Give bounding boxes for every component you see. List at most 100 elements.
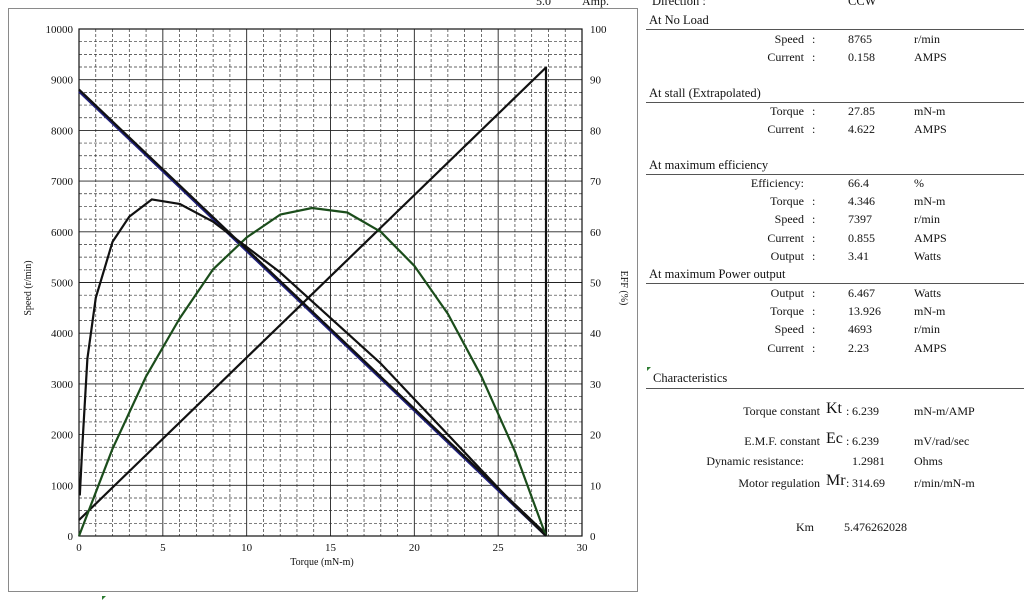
spec-colon: : xyxy=(812,230,816,245)
spec-value: 8765 xyxy=(848,32,872,46)
characteristic-label: Torque constant xyxy=(743,404,820,418)
y-right-tick-label: 20 xyxy=(590,430,602,442)
max-efficiency-title: At maximum efficiency xyxy=(649,158,769,172)
direction-label: Direction : xyxy=(652,0,706,8)
spec-value: 3.41 xyxy=(848,248,869,263)
characteristics-title: Characteristics xyxy=(653,371,728,385)
spec-row: Current: 4.622 AMPS xyxy=(646,122,1024,138)
spec-unit: AMPS xyxy=(914,122,947,136)
spec-label: Torque xyxy=(770,104,804,118)
km-value: 5.476262028 xyxy=(844,520,907,534)
series-line-4 xyxy=(78,198,547,537)
spec-value: 4.346 xyxy=(848,194,875,209)
characteristic-value: 6.239 xyxy=(852,404,879,418)
spec-value: 0.158 xyxy=(848,50,875,64)
spec-row: Output: 3.41 Watts xyxy=(646,249,1024,265)
x-axis-title: Torque (mN-m) xyxy=(290,557,353,568)
current-scale-unit: Amp. xyxy=(582,0,609,8)
spec-unit: AMPS xyxy=(914,230,947,245)
spec-unit: AMPS xyxy=(914,50,947,64)
plot-border xyxy=(78,28,583,537)
series-line-0 xyxy=(78,90,547,537)
divider xyxy=(646,174,1024,175)
characteristic-symbol: Mr xyxy=(826,472,846,489)
current-scale-value: 5.0 xyxy=(536,0,551,8)
spec-unit: r/min xyxy=(914,32,940,46)
y-left-tick-label: 10000 xyxy=(46,24,74,36)
spec-value: 0.855 xyxy=(848,230,875,245)
y-left-tick-label: 9000 xyxy=(51,75,74,87)
spec-value: 66.4 xyxy=(848,176,869,190)
divider xyxy=(646,283,1024,284)
spec-label: Speed xyxy=(774,32,804,46)
characteristic-label: Dynamic resistance: xyxy=(706,454,804,468)
spec-unit: Watts xyxy=(914,248,942,263)
no-load-title: At No Load xyxy=(649,13,709,27)
y-right-tick-label: 60 xyxy=(590,227,602,239)
spec-value: 7397 xyxy=(848,212,872,227)
spec-label: Speed xyxy=(774,322,804,337)
spec-row: Current: 0.855 AMPS xyxy=(646,231,1024,247)
spec-value: 2.23 xyxy=(848,340,869,355)
spec-colon: : xyxy=(812,194,816,209)
spec-unit: r/min xyxy=(914,212,940,227)
spec-colon: : xyxy=(812,32,816,46)
cell-marker xyxy=(102,596,106,600)
spec-label: Torque xyxy=(770,304,804,319)
y-right-tick-label: 50 xyxy=(590,278,602,290)
spec-label: Speed xyxy=(774,212,804,227)
x-tick-label: 25 xyxy=(493,542,505,554)
divider xyxy=(646,102,1024,103)
spec-panel: Direction : CCW At No Load Speed: 8765 r/m… xyxy=(646,0,1024,608)
y-left-tick-label: 4000 xyxy=(51,328,74,340)
characteristic-unit: mN-m/AMP xyxy=(914,404,975,418)
characteristic-value: 314.69 xyxy=(852,476,885,490)
spec-colon: : xyxy=(812,304,816,319)
y-left-tick-label: 6000 xyxy=(51,227,74,239)
characteristic-colon: : xyxy=(846,404,850,418)
spec-label: Torque xyxy=(770,194,804,209)
spec-label: Efficiency: xyxy=(750,176,804,190)
y-right-tick-label: 10 xyxy=(590,480,602,492)
spec-row: Speed: 8765 r/min xyxy=(646,32,1024,48)
spec-row: Output: 6.467 Watts xyxy=(646,286,1024,302)
direction-value: CCW xyxy=(848,0,877,8)
spec-value: 27.85 xyxy=(848,104,875,118)
spec-unit: mN-m xyxy=(914,104,946,118)
spec-unit: mN-m xyxy=(914,304,946,319)
x-tick-label: 20 xyxy=(409,542,421,554)
stall-title: At stall (Extrapolated) xyxy=(649,86,761,100)
x-tick-label: 30 xyxy=(577,542,589,554)
y-left-tick-label: 8000 xyxy=(51,125,74,137)
spec-row: Current: 2.23 AMPS xyxy=(646,341,1024,357)
tick-labels: 0 5 10 15 20 25 300100020003000400050006000700… xyxy=(46,24,608,554)
y-right-tick-label: 100 xyxy=(590,24,607,36)
x-tick-label: 0 xyxy=(76,542,82,554)
y-left-tick-label: 5000 xyxy=(51,278,74,290)
spec-unit: Watts xyxy=(914,286,942,300)
spec-label: Output xyxy=(770,248,804,263)
spec-row: Current: 0.158 AMPS xyxy=(646,50,1024,66)
characteristic-unit: mV/rad/sec xyxy=(914,434,970,448)
y-left-axis-title: Speed (r/min) xyxy=(23,260,34,315)
y-left-tick-label: 2000 xyxy=(51,430,74,442)
max-power-title: At maximum Power output xyxy=(649,267,786,281)
spec-value: 6.467 xyxy=(848,286,875,300)
spec-value: 4693 xyxy=(848,322,872,337)
km-label: Km xyxy=(796,520,814,534)
characteristic-colon: : xyxy=(846,434,850,448)
spec-value: 4.622 xyxy=(848,122,875,136)
chart-frame: 0 5 10 15 20 25 30 0 1000 2000 3000 4000 5000 6000 700… xyxy=(8,8,638,592)
x-tick-label: 10 xyxy=(241,542,253,554)
spec-row: Torque: 4.346 mN-m xyxy=(646,194,1024,210)
y-right-tick-label: 40 xyxy=(590,328,602,340)
motor-performance-chart: 0 5 10 15 20 25 300100020003000400050006000700… xyxy=(23,24,629,568)
spec-row: Speed: 7397 r/min xyxy=(646,212,1024,228)
spec-label: Output xyxy=(770,286,804,300)
spec-label: Current xyxy=(767,50,804,64)
spec-unit: r/min xyxy=(914,322,940,337)
y-right-axis-title: EFF (%) xyxy=(618,271,629,306)
series-line-2 xyxy=(78,66,548,536)
series-line-1 xyxy=(78,88,547,535)
characteristic-symbol: Ec xyxy=(826,430,843,447)
